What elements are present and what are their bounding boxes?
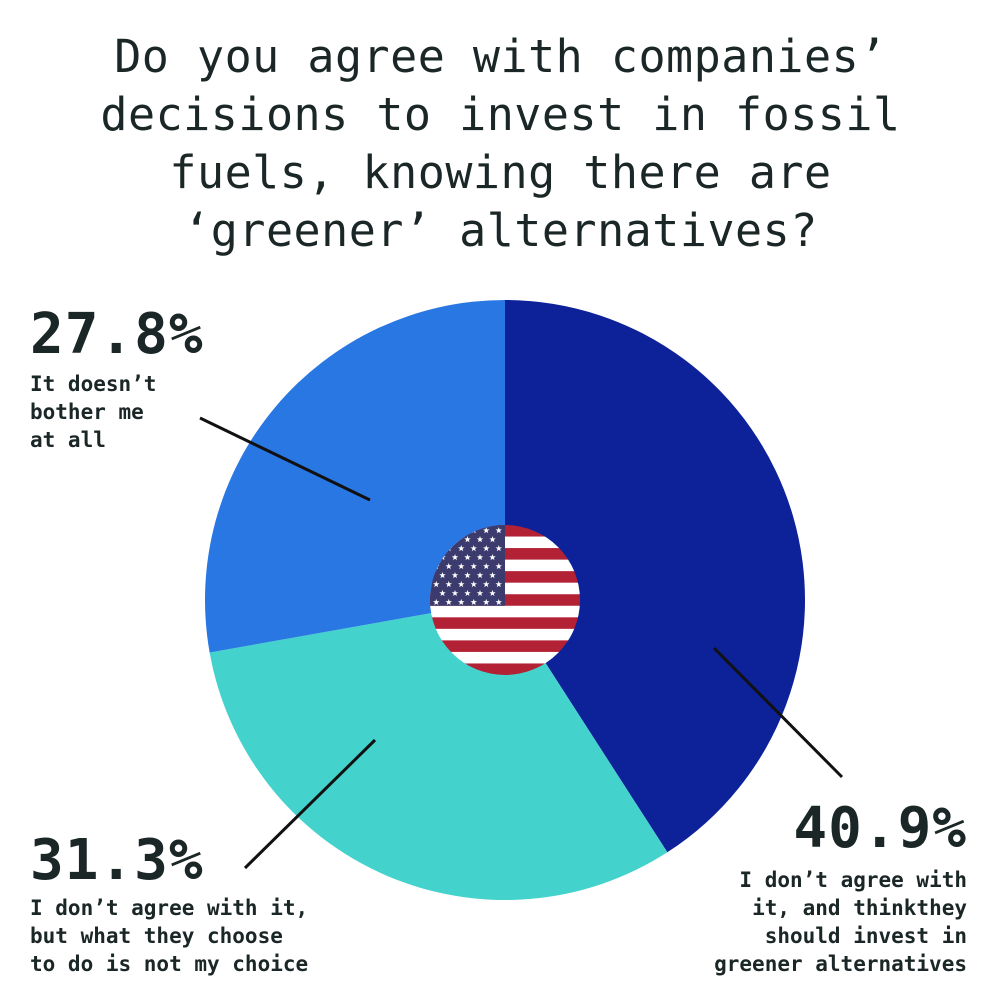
- flag-star: [489, 571, 496, 579]
- slice-description-line: bother me: [30, 400, 144, 424]
- flag-stripe: [430, 605, 580, 618]
- flag-star: [458, 545, 465, 552]
- slice-label-disagree-invest-greener: 40.9% I don’t agree with it, and thinkth…: [714, 800, 967, 978]
- flag-star: [483, 562, 490, 570]
- slice-description-line: I don’t agree with: [739, 868, 967, 892]
- slice-description-line: should invest in: [764, 924, 967, 948]
- leader-lines: [199, 416, 844, 870]
- flag-star: [433, 580, 440, 588]
- flag-star: [451, 554, 459, 561]
- flag-star: [445, 598, 452, 606]
- slice-percentage: 27.8%: [30, 302, 204, 367]
- flag-star: [495, 527, 502, 534]
- chart-title: Do you agree with companies’ decisions t…: [20, 28, 981, 260]
- flag-star: [470, 545, 477, 552]
- flag-stripe: [430, 640, 580, 653]
- flag-star: [439, 589, 446, 597]
- flag-star: [445, 562, 452, 570]
- pie-slice-it-doesn-t-bother-me-at-all: [205, 300, 506, 653]
- slice-description: I don’t agree with it, and thinkthey sho…: [714, 866, 967, 978]
- flag-star: [483, 545, 490, 552]
- flag-star: [495, 598, 502, 606]
- flag-star: [476, 589, 484, 597]
- leader-line: [243, 738, 377, 870]
- flag-stripe: [430, 663, 580, 675]
- flag-star: [445, 580, 452, 588]
- leader-line: [199, 416, 371, 502]
- pie-slice-i-don-t-agree-with-it-but-what-they-choo: [209, 600, 668, 901]
- flag-star: [495, 580, 502, 588]
- flag-star: [464, 589, 471, 597]
- title-line: ‘greener’ alternatives?: [183, 204, 818, 257]
- pie-slices: [205, 300, 806, 901]
- flag-star: [470, 598, 477, 606]
- flag-star: [470, 580, 477, 588]
- flag-star: [495, 545, 502, 552]
- slice-description-line: to do is not my choice: [30, 952, 309, 976]
- flag-star: [464, 571, 471, 579]
- flag-star: [451, 589, 459, 597]
- slice-label-disagree-not-my-choice: 31.3% I don’t agree with it, but what th…: [30, 832, 308, 978]
- flag-star: [458, 598, 465, 606]
- title-line: decisions to invest in fossil: [100, 88, 901, 141]
- leader-line: [712, 646, 844, 779]
- flag-star: [483, 527, 490, 534]
- flag-star: [483, 580, 490, 588]
- flag-star: [476, 571, 484, 579]
- slice-description: I don’t agree with it, but what they cho…: [30, 894, 308, 978]
- flag-star: [464, 536, 471, 543]
- flag-star: [489, 589, 496, 597]
- flag-star: [451, 571, 459, 579]
- title-line: Do you agree with companies’: [114, 30, 887, 83]
- flag-star: [470, 562, 477, 570]
- flag-star: [439, 571, 446, 579]
- slice-description-line: at all: [30, 428, 106, 452]
- flag-star: [476, 536, 484, 543]
- flag-star: [458, 562, 465, 570]
- flag-stripe: [430, 628, 580, 641]
- slice-description-line: greener alternatives: [714, 952, 967, 976]
- slice-percentage: 40.9%: [793, 796, 967, 861]
- us-flag-icon: [430, 525, 580, 675]
- slice-description: It doesn’t bother me at all: [30, 370, 204, 454]
- flag-star: [433, 598, 440, 606]
- flag-star: [483, 598, 490, 606]
- slice-description-line: it, and thinkthey: [752, 896, 967, 920]
- flag-stripe: [430, 617, 580, 630]
- flag-star: [476, 554, 484, 561]
- pie-slice-i-don-t-agree-with-it-and-thinkthey-shou: [505, 300, 806, 853]
- title-line: fuels, knowing there are: [169, 146, 832, 199]
- slice-label-not-bothered: 27.8% It doesn’t bother me at all: [30, 306, 204, 454]
- flag-star: [495, 562, 502, 570]
- flag-star: [458, 580, 465, 588]
- flag-star: [489, 554, 496, 561]
- slice-description-line: but what they choose: [30, 924, 283, 948]
- slice-description-line: I don’t agree with it,: [30, 896, 309, 920]
- flag-star: [464, 554, 471, 561]
- slice-percentage: 31.3%: [30, 828, 204, 893]
- slice-description-line: It doesn’t: [30, 372, 157, 396]
- flag-star: [489, 536, 496, 543]
- flag-stripe: [430, 651, 580, 664]
